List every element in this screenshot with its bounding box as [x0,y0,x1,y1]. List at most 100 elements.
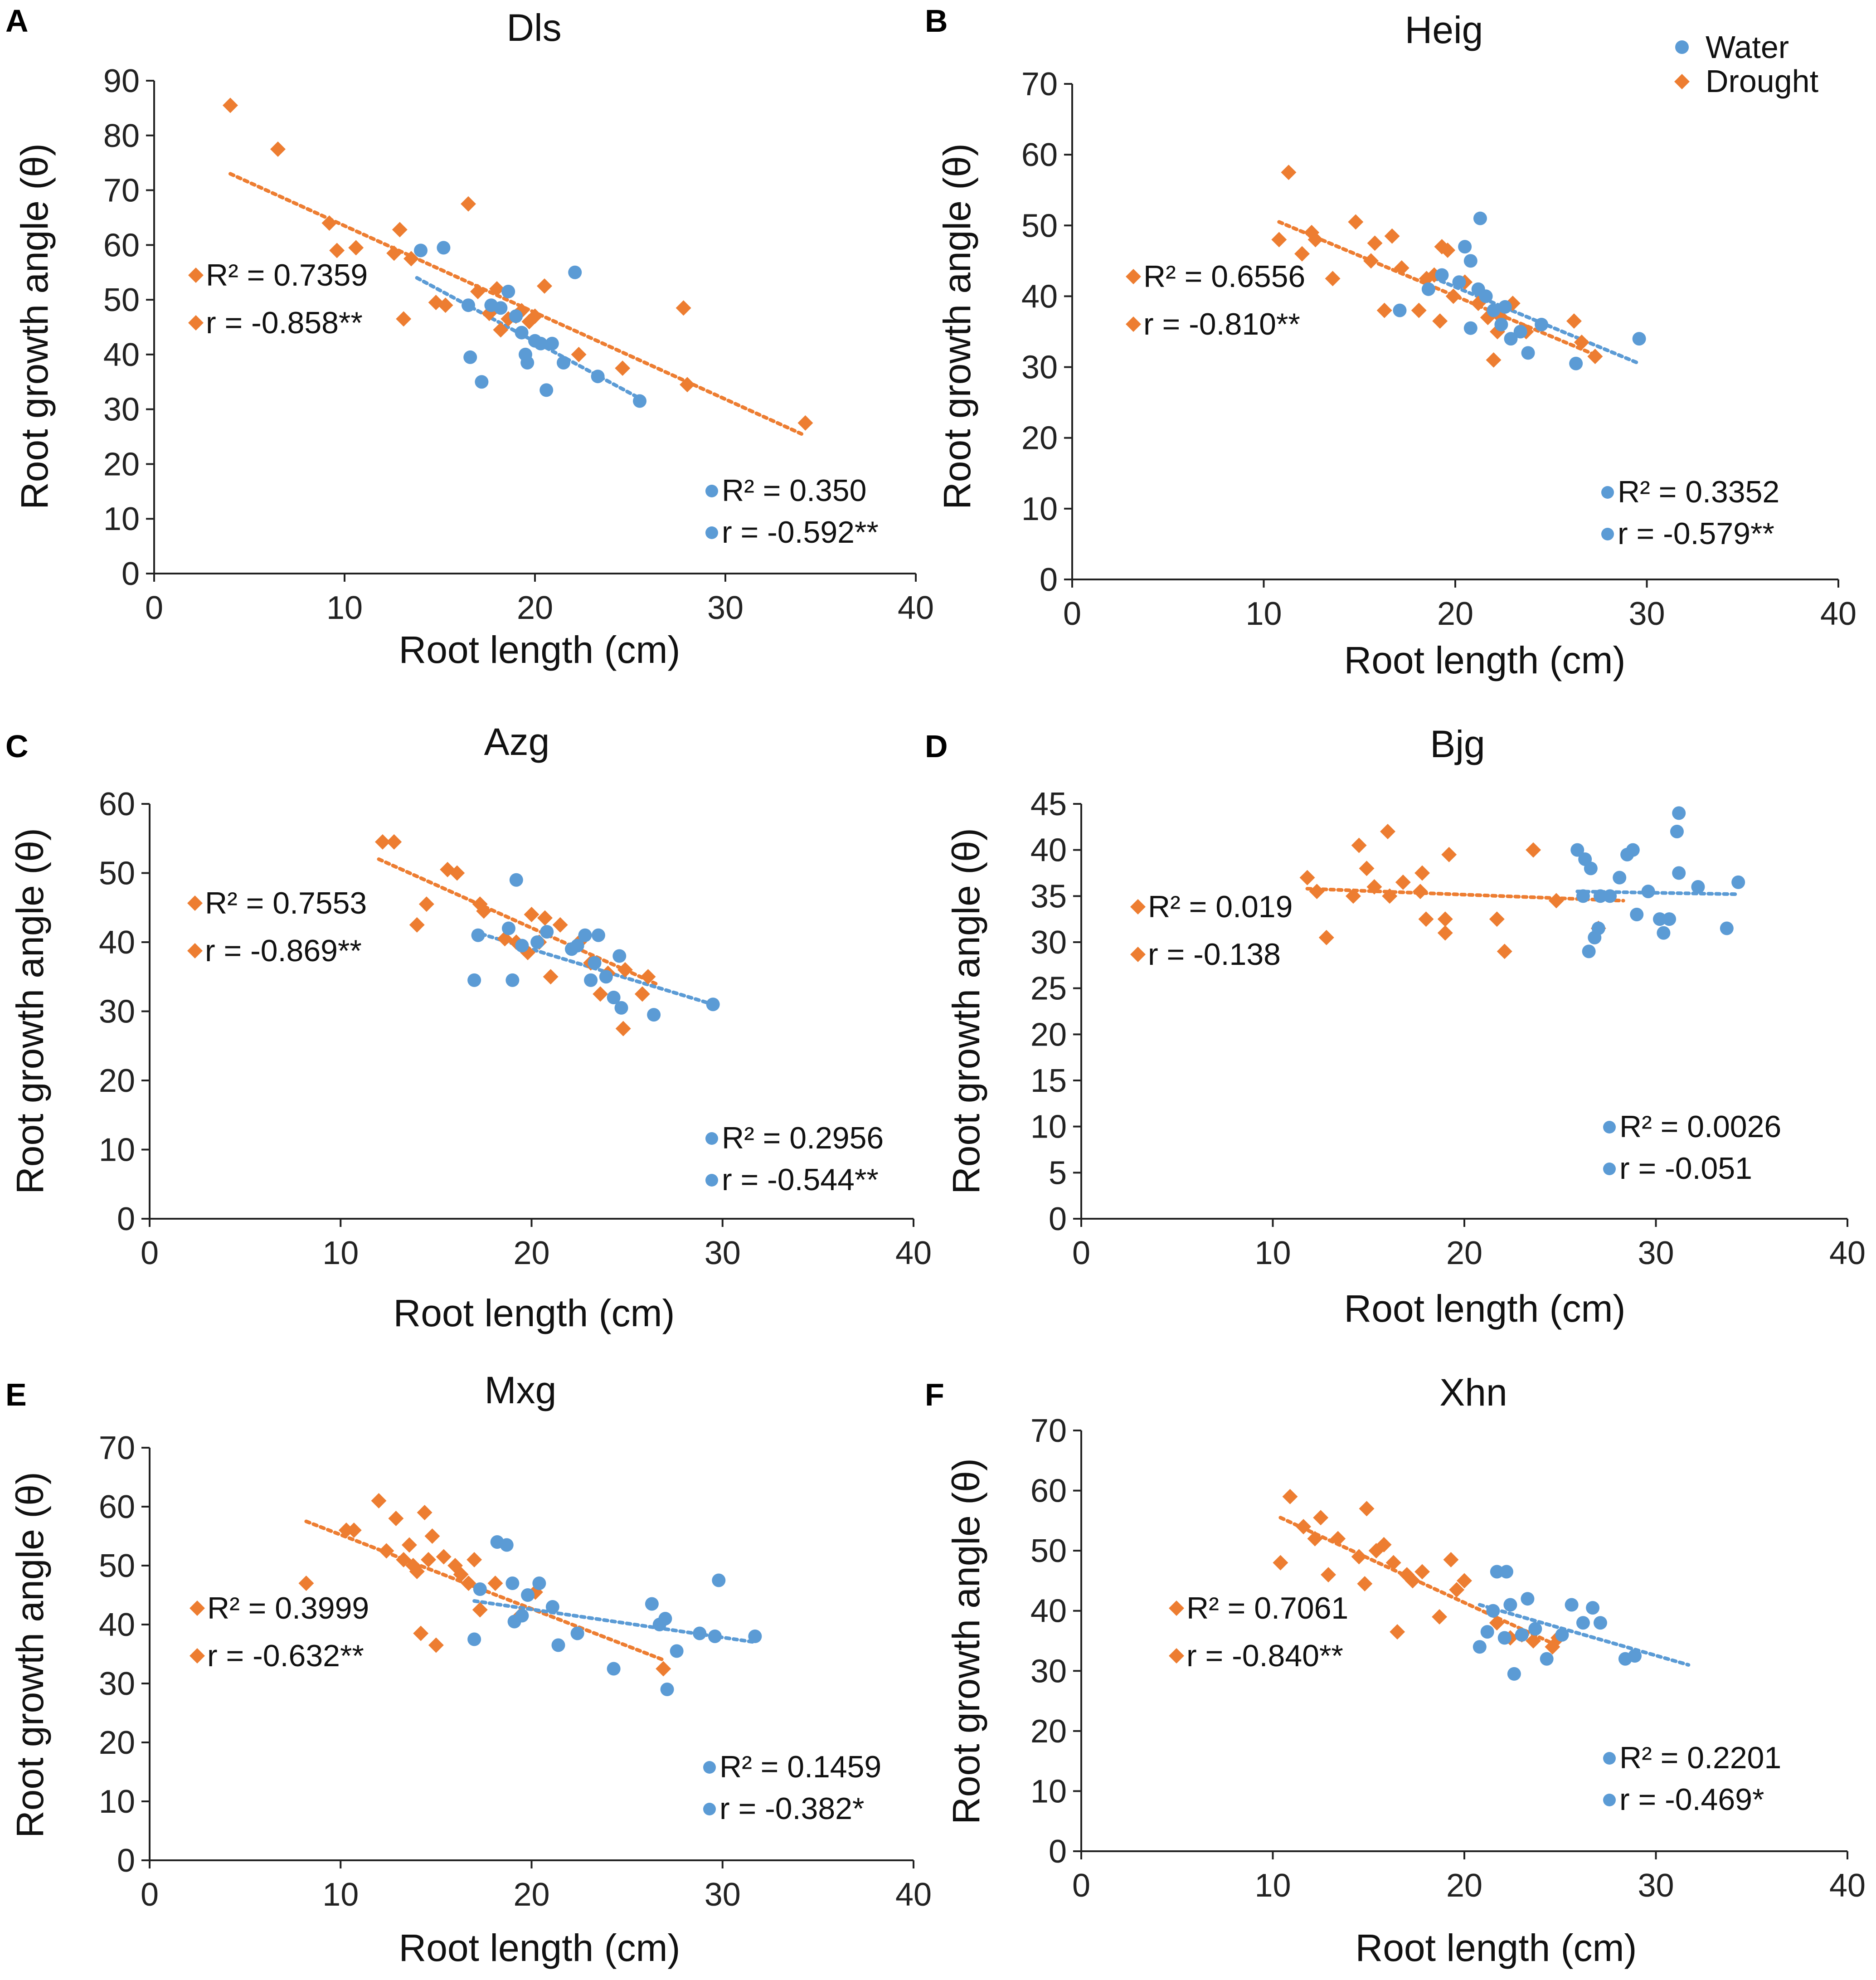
water-point [1613,871,1627,885]
drought-point [1437,911,1453,927]
drought-point [1299,870,1315,885]
drought-point [461,196,476,212]
y-tick-label: 10 [99,1132,135,1168]
water-point [1565,1598,1579,1612]
y-tick-label: 40 [1030,1593,1067,1630]
drought-point [1376,1537,1392,1552]
legend-water-label: Water [1706,29,1789,65]
water-point [539,383,554,397]
drought-point [1282,1489,1298,1504]
x-tick-label: 0 [141,1235,159,1271]
water-point [500,1538,514,1552]
water-point [693,1626,707,1640]
water-r2-label: R² = 0.3352 [1618,475,1779,509]
water-point [1504,332,1518,346]
drought-point [409,917,425,933]
water-point [462,298,475,312]
y-tick-label: 20 [1030,1713,1067,1750]
water-point [1479,289,1493,303]
water-r-label: r = -0.469* [1619,1782,1764,1817]
water-point [515,326,529,340]
water-point [1591,921,1605,935]
drought-point [1357,1576,1373,1592]
y-tick-label: 10 [1021,491,1058,527]
water-point [1672,866,1686,880]
drought-point [386,834,402,850]
drought-point [797,415,813,431]
y-tick-label: 70 [99,1430,135,1466]
drought-point [428,1637,444,1653]
drought-r2-label: R² = 0.019 [1148,890,1293,924]
drought-point [1318,929,1334,945]
water-point [1576,889,1590,903]
drought-point [1443,1552,1459,1567]
drought-point [524,907,539,922]
drought-point [543,969,559,985]
chart-title: Azg [484,720,550,763]
water-point [1521,1592,1535,1606]
water-point [1463,321,1477,335]
water-point [1570,843,1584,857]
y-tick-label: 40 [99,1607,135,1643]
water-point [471,928,485,942]
y-tick-label: 10 [1030,1773,1067,1810]
y-tick-label: 15 [1030,1063,1067,1099]
water-stat-marker [705,1174,718,1187]
drought-r2-label: R² = 0.7359 [206,258,368,292]
water-point [712,1573,726,1587]
drought-point [1526,1633,1541,1649]
x-tick-label: 40 [895,1235,932,1271]
y-tick-label: 0 [117,1843,135,1879]
drought-stat-marker [1126,269,1141,284]
y-axis-label: Root growth angle (θ) [9,1472,51,1838]
water-point [1626,843,1640,857]
water-point [1586,1601,1600,1615]
water-point [509,873,523,887]
water-point [584,973,598,987]
y-tick-label: 30 [103,392,140,428]
drought-r-label: r = -0.810** [1143,307,1300,341]
x-tick-label: 10 [1254,1235,1291,1271]
drought-trend-line [228,172,803,436]
x-tick-label: 40 [1829,1868,1866,1904]
water-r2-label: R² = 0.2956 [722,1121,884,1155]
x-tick-label: 0 [1063,596,1081,632]
drought-point [1414,1564,1430,1580]
y-tick-label: 35 [1030,878,1067,915]
drought-point [1445,288,1461,304]
water-point [1731,875,1745,889]
drought-r2-label: R² = 0.7061 [1186,1591,1348,1625]
drought-point [1380,824,1395,839]
x-axis-label: Root length (cm) [1344,1287,1626,1330]
drought-r-label: r = -0.632** [207,1639,364,1673]
water-stat-marker [705,526,718,539]
drought-point [1405,1573,1420,1589]
x-tick-label: 30 [705,1235,741,1271]
drought-point [1457,1573,1472,1589]
drought-point [476,903,492,919]
drought-point [571,346,587,362]
drought-point [1273,1555,1288,1571]
drought-point [656,1661,671,1677]
drought-r-label: r = -0.869** [205,934,362,968]
y-tick-label: 90 [103,63,140,99]
water-point [515,1609,529,1623]
water-point [1497,1631,1511,1645]
water-point [1490,1565,1504,1579]
drought-r-label: r = -0.858** [206,306,363,340]
drought-point [388,1511,404,1526]
y-tick-label: 50 [99,1548,135,1584]
water-point [494,301,508,315]
panel-letter: E [5,1377,27,1412]
water-stat-marker [1603,1121,1616,1134]
water-point [1486,1604,1500,1618]
water-point [463,350,477,364]
x-tick-label: 20 [513,1877,549,1913]
drought-r2-label: R² = 0.3999 [207,1591,369,1625]
y-axis-label: Root growth angle (θ) [9,828,51,1194]
drought-stat-marker [1130,899,1146,915]
water-stat-marker [703,1803,716,1815]
x-axis-label: Root length (cm) [1356,1926,1637,1969]
drought-point [1307,1531,1323,1547]
y-tick-label: 0 [122,556,140,592]
